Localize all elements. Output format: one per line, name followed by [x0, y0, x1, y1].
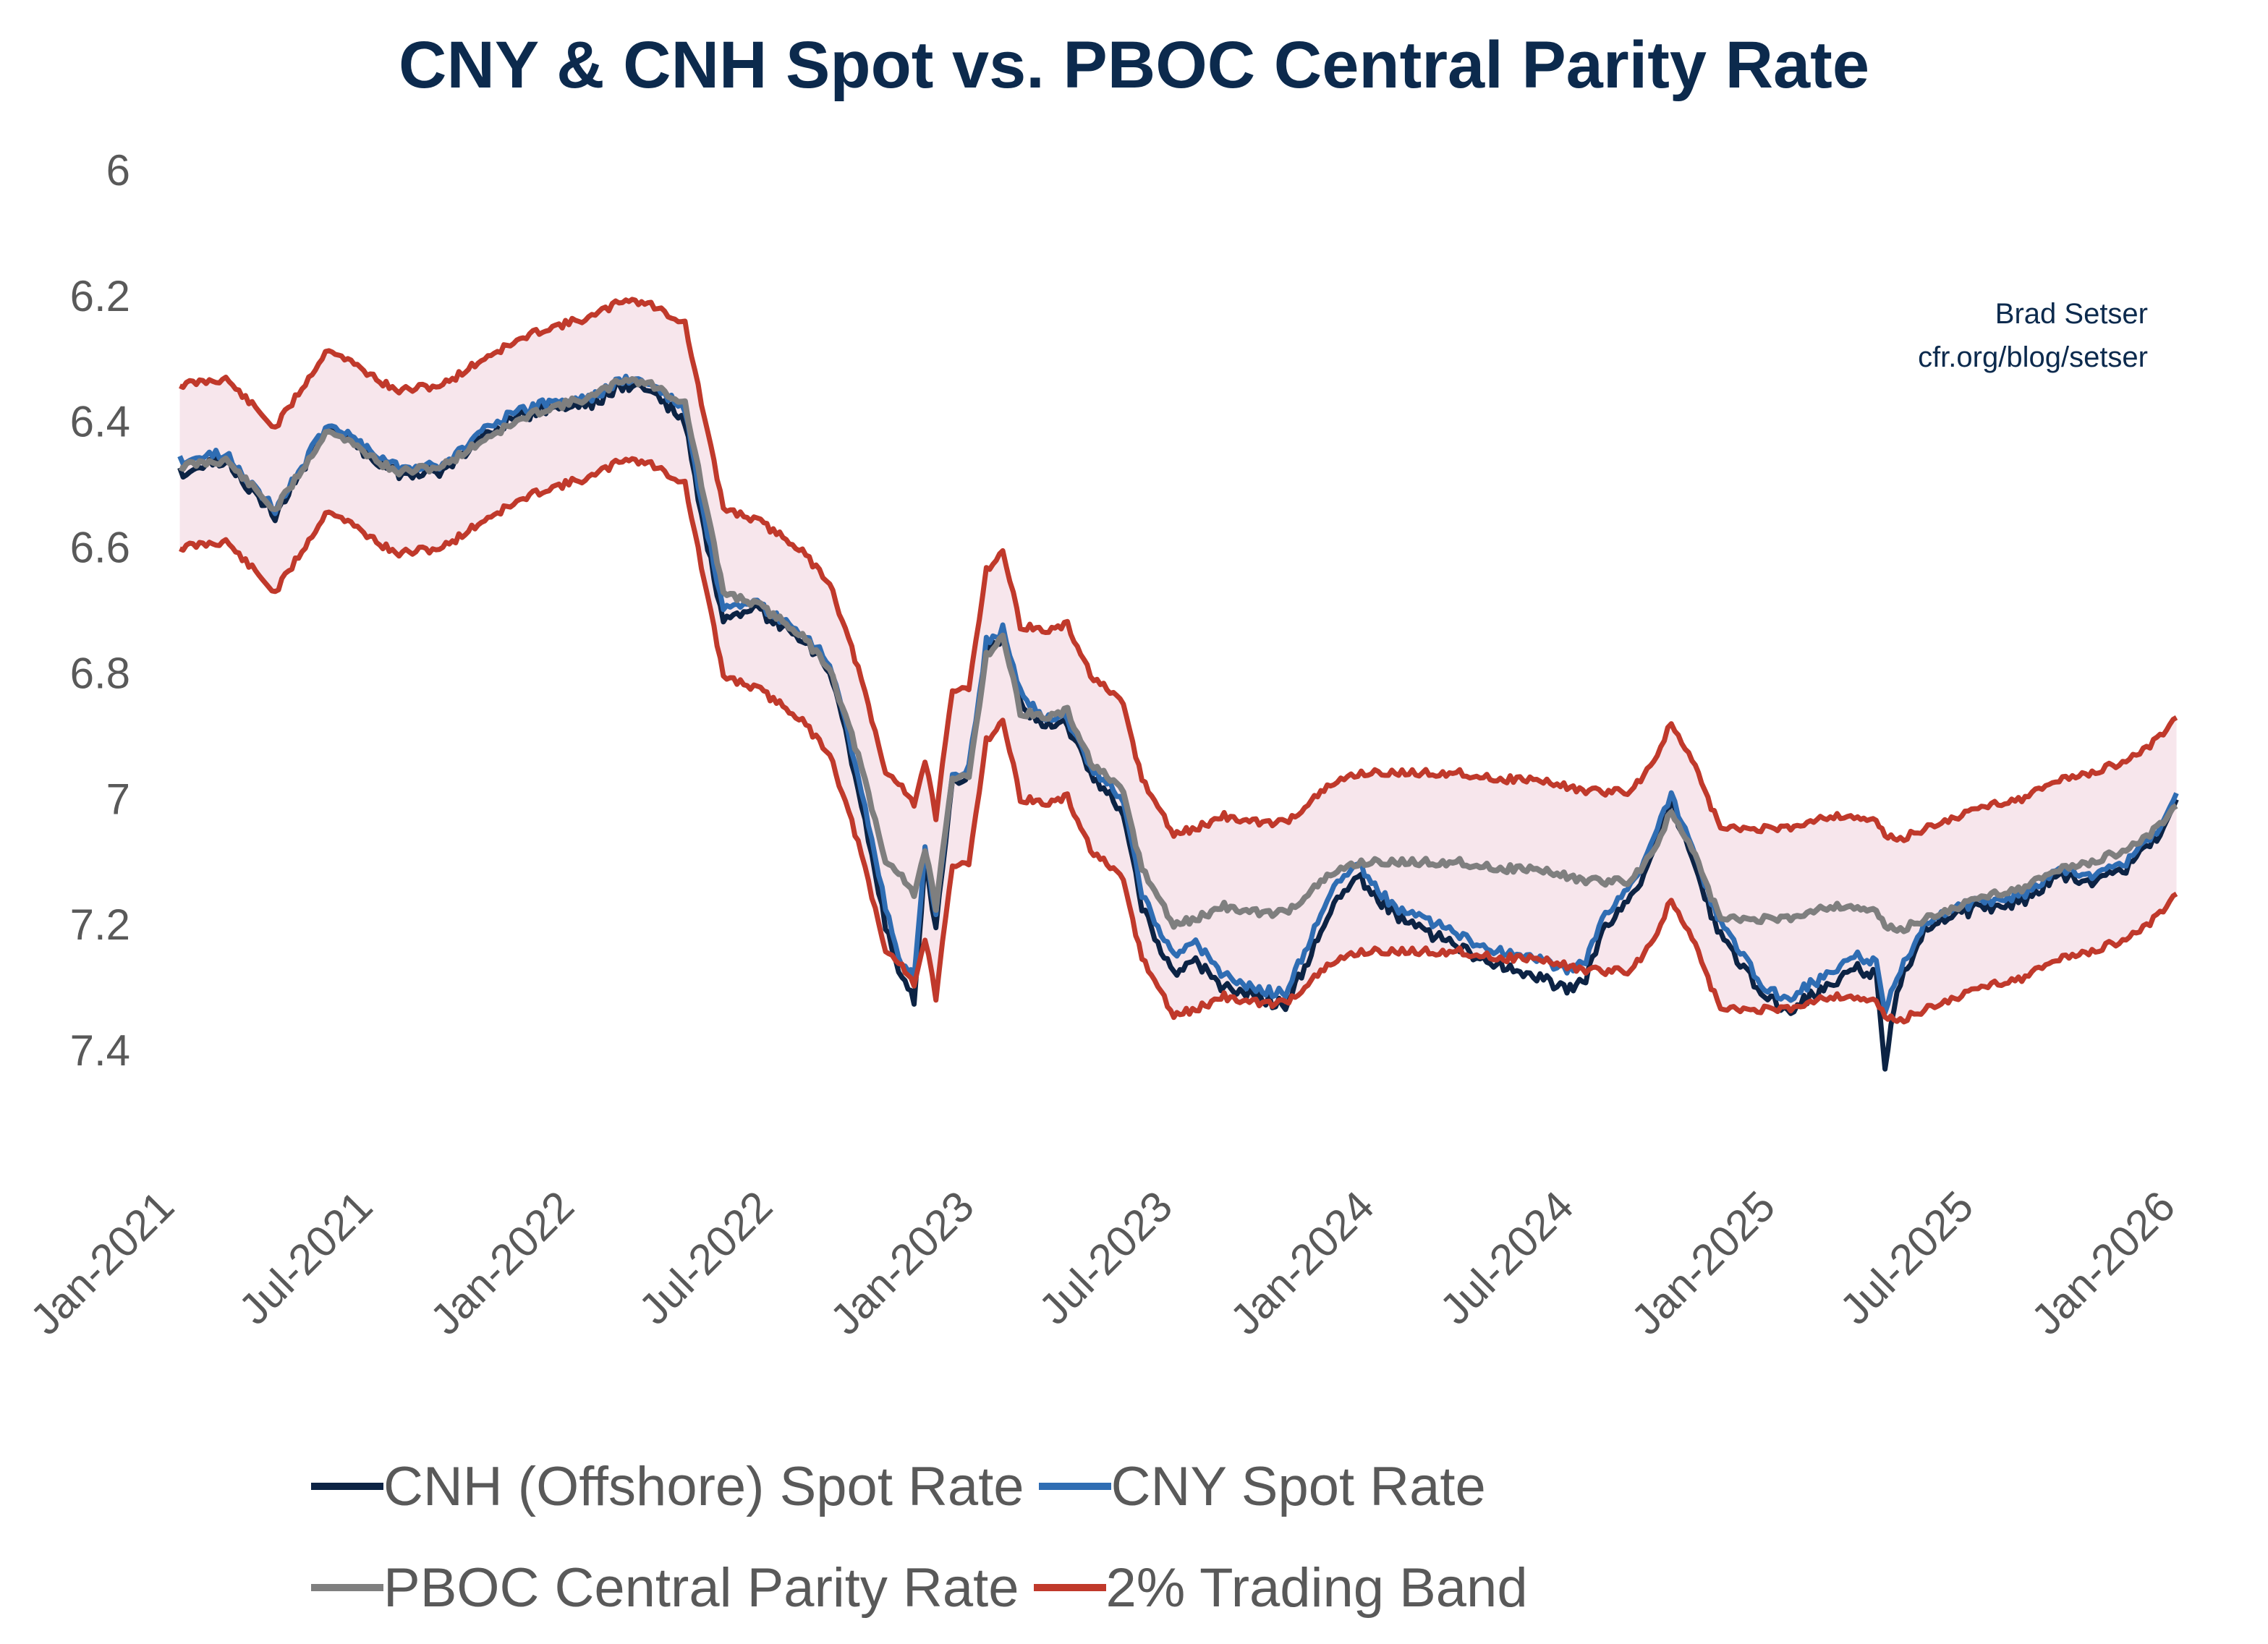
chart-title: CNY & CNH Spot vs. PBOC Central Parity R… — [399, 28, 1869, 102]
legend-swatch-cnh — [311, 1483, 383, 1490]
legend-item-band: 2% Trading Band — [1033, 1556, 1528, 1619]
line-layer — [177, 297, 2179, 1072]
credit-url: cfr.org/blog/setser — [1918, 341, 2148, 373]
y-tick-label: 7.4 — [70, 1026, 130, 1075]
y-tick-label: 6.8 — [70, 649, 130, 697]
x-tick-label: Jan-2023 — [821, 1182, 983, 1344]
x-tick-label: Jan-2026 — [2022, 1182, 2184, 1344]
x-tick-label: Jul-2025 — [1830, 1182, 1982, 1334]
x-tick-label: Jul-2023 — [1029, 1182, 1181, 1334]
x-tick-label: Jan-2024 — [1221, 1182, 1383, 1344]
x-tick-label: Jul-2024 — [1430, 1182, 1582, 1334]
y-tick-label: 6 — [106, 146, 130, 195]
legend-label-band: 2% Trading Band — [1105, 1556, 1528, 1619]
legend-label-cny: CNY Spot Rate — [1110, 1455, 1486, 1517]
x-tick-label: Jan-2021 — [21, 1182, 183, 1344]
legend-swatch-band — [1033, 1584, 1106, 1591]
credit-author: Brad Setser — [1995, 298, 2148, 330]
credit-block: Brad Setser cfr.org/blog/setser — [1918, 292, 2148, 379]
legend-row-1: CNH (Offshore) Spot Rate CNY Spot Rate — [311, 1436, 2120, 1537]
legend-item-cny: CNY Spot Rate — [1038, 1455, 1486, 1518]
legend-item-parity: PBOC Central Parity Rate — [311, 1556, 1019, 1619]
series-line-band-upper — [179, 297, 2178, 843]
y-axis: 6 6.2 6.4 6.6 6.8 7 7.2 7.4 — [70, 146, 130, 1075]
y-tick-label: 7.2 — [70, 900, 130, 949]
x-tick-label: Jan-2022 — [421, 1182, 583, 1344]
x-tick-label: Jul-2022 — [629, 1182, 781, 1334]
series-line-band-lower — [179, 456, 2178, 1025]
x-axis: Jan-2021 Jul-2021 Jan-2022 Jul-2022 Jan-2023… — [21, 1182, 2184, 1344]
series-line-cny — [177, 373, 2179, 1015]
series-line-cnh — [177, 379, 2179, 1072]
y-tick-label: 7 — [106, 775, 130, 823]
y-tick-label: 6.2 — [70, 272, 130, 320]
legend-swatch-parity — [311, 1584, 383, 1591]
y-tick-label: 6.4 — [70, 398, 130, 446]
legend-item-cnh: CNH (Offshore) Spot Rate — [311, 1455, 1024, 1518]
legend-swatch-cny — [1038, 1483, 1111, 1490]
legend-row-2: PBOC Central Parity Rate 2% Trading Band — [311, 1537, 2120, 1638]
x-tick-label: Jan-2025 — [1622, 1182, 1784, 1344]
legend-label-parity: PBOC Central Parity Rate — [383, 1556, 1019, 1619]
y-tick-label: 6.6 — [70, 524, 130, 572]
legend: CNH (Offshore) Spot Rate CNY Spot Rate P… — [311, 1436, 2120, 1638]
x-tick-label: Jul-2021 — [229, 1182, 381, 1334]
legend-label-cnh: CNH (Offshore) Spot Rate — [383, 1455, 1024, 1517]
series-line-parity — [178, 376, 2178, 934]
